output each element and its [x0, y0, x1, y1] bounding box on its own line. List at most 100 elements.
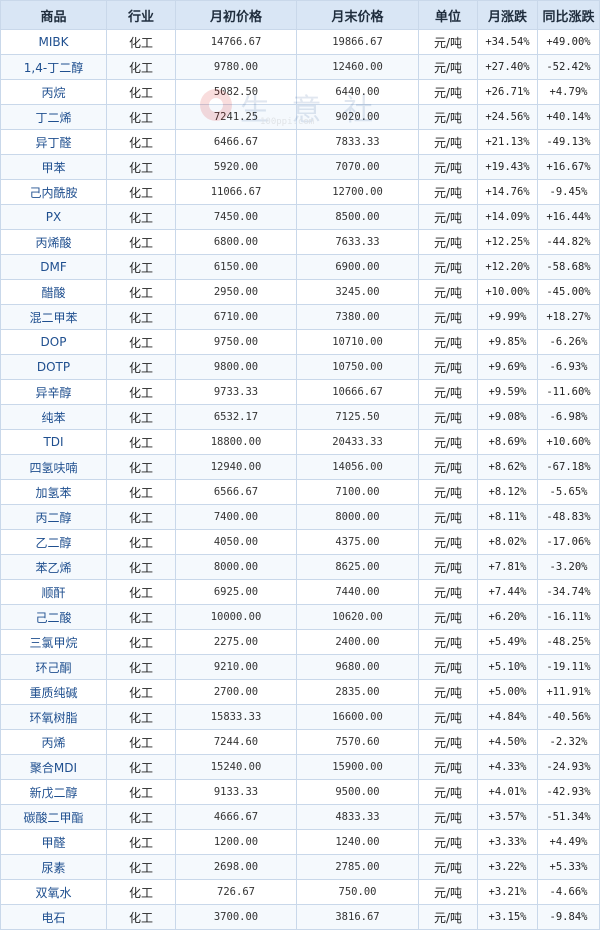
table-row: 顺酐 化工 6925.00 7440.00 元/吨 +7.44% -34.74%: [0, 579, 600, 605]
cell-product[interactable]: 重质纯碱: [0, 679, 107, 705]
header-monthly-change[interactable]: 月涨跌: [477, 0, 538, 30]
cell-product[interactable]: 乙二醇: [0, 529, 107, 555]
cell-industry: 化工: [106, 254, 176, 280]
cell-product[interactable]: 纯苯: [0, 404, 107, 430]
table-row: 丙烯 化工 7244.60 7570.60 元/吨 +4.50% -2.32%: [0, 729, 600, 755]
cell-product[interactable]: 聚合MDI: [0, 754, 107, 780]
cell-yoy-change: +4.49%: [537, 829, 600, 855]
cell-unit: 元/吨: [418, 429, 478, 455]
cell-product[interactable]: 丙烯: [0, 729, 107, 755]
header-unit[interactable]: 单位: [418, 0, 478, 30]
cell-industry: 化工: [106, 704, 176, 730]
cell-start-price: 1200.00: [175, 829, 297, 855]
cell-end-price: 7100.00: [296, 479, 419, 505]
cell-product[interactable]: 甲苯: [0, 154, 107, 180]
cell-yoy-change: -42.93%: [537, 779, 600, 805]
cell-product[interactable]: 环己酮: [0, 654, 107, 680]
cell-product[interactable]: 甲醛: [0, 829, 107, 855]
cell-product[interactable]: 1,4-丁二醇: [0, 54, 107, 80]
cell-product[interactable]: 己二酸: [0, 604, 107, 630]
cell-end-price: 10620.00: [296, 604, 419, 630]
cell-unit: 元/吨: [418, 179, 478, 205]
cell-product[interactable]: 醋酸: [0, 279, 107, 305]
cell-unit: 元/吨: [418, 754, 478, 780]
cell-end-price: 8500.00: [296, 204, 419, 230]
table-row: 混二甲苯 化工 6710.00 7380.00 元/吨 +9.99% +18.27%: [0, 304, 600, 330]
cell-end-price: 9500.00: [296, 779, 419, 805]
cell-product[interactable]: TDI: [0, 429, 107, 455]
cell-yoy-change: -6.93%: [537, 354, 600, 380]
cell-product[interactable]: PX: [0, 204, 107, 230]
cell-monthly-change: +3.22%: [477, 854, 538, 880]
cell-product[interactable]: 异辛醇: [0, 379, 107, 405]
cell-product[interactable]: 新戊二醇: [0, 779, 107, 805]
header-start-price[interactable]: 月初价格: [175, 0, 297, 30]
cell-product[interactable]: 加氢苯: [0, 479, 107, 505]
cell-product[interactable]: 丙烯酸: [0, 229, 107, 255]
cell-unit: 元/吨: [418, 154, 478, 180]
cell-industry: 化工: [106, 629, 176, 655]
cell-end-price: 7380.00: [296, 304, 419, 330]
cell-monthly-change: +9.69%: [477, 354, 538, 380]
table-row: 丁二烯 化工 7241.25 9020.00 元/吨 +24.56% +40.14%: [0, 104, 600, 130]
cell-industry: 化工: [106, 229, 176, 255]
cell-product[interactable]: 混二甲苯: [0, 304, 107, 330]
cell-product[interactable]: DOP: [0, 329, 107, 355]
header-yoy-change[interactable]: 同比涨跌: [537, 0, 600, 30]
header-end-price[interactable]: 月末价格: [296, 0, 419, 30]
cell-end-price: 16600.00: [296, 704, 419, 730]
header-product[interactable]: 商品: [0, 0, 107, 30]
cell-unit: 元/吨: [418, 554, 478, 580]
cell-monthly-change: +6.20%: [477, 604, 538, 630]
cell-unit: 元/吨: [418, 279, 478, 305]
cell-product[interactable]: MIBK: [0, 29, 107, 55]
cell-industry: 化工: [106, 579, 176, 605]
cell-start-price: 12940.00: [175, 454, 297, 480]
cell-yoy-change: -11.60%: [537, 379, 600, 405]
cell-yoy-change: -3.20%: [537, 554, 600, 580]
cell-end-price: 8000.00: [296, 504, 419, 530]
cell-product[interactable]: DMF: [0, 254, 107, 280]
cell-product[interactable]: 三氯甲烷: [0, 629, 107, 655]
cell-product[interactable]: DOTP: [0, 354, 107, 380]
cell-yoy-change: -48.83%: [537, 504, 600, 530]
cell-start-price: 9210.00: [175, 654, 297, 680]
cell-unit: 元/吨: [418, 454, 478, 480]
cell-product[interactable]: 己内酰胺: [0, 179, 107, 205]
cell-industry: 化工: [106, 179, 176, 205]
cell-start-price: 6466.67: [175, 129, 297, 155]
cell-product[interactable]: 异丁醛: [0, 129, 107, 155]
cell-product[interactable]: 顺酐: [0, 579, 107, 605]
cell-start-price: 9750.00: [175, 329, 297, 355]
cell-product[interactable]: 碳酸二甲酯: [0, 804, 107, 830]
table-row: 乙二醇 化工 4050.00 4375.00 元/吨 +8.02% -17.06%: [0, 529, 600, 555]
header-row: 商品 行业 月初价格 月末价格 单位 月涨跌 同比涨跌: [0, 0, 600, 30]
cell-product[interactable]: 丁二烯: [0, 104, 107, 130]
cell-product[interactable]: 苯乙烯: [0, 554, 107, 580]
cell-industry: 化工: [106, 454, 176, 480]
cell-yoy-change: -48.25%: [537, 629, 600, 655]
cell-start-price: 7450.00: [175, 204, 297, 230]
cell-unit: 元/吨: [418, 504, 478, 530]
table-row: 醋酸 化工 2950.00 3245.00 元/吨 +10.00% -45.00%: [0, 279, 600, 305]
cell-product[interactable]: 尿素: [0, 854, 107, 880]
cell-end-price: 2835.00: [296, 679, 419, 705]
cell-unit: 元/吨: [418, 604, 478, 630]
cell-industry: 化工: [106, 354, 176, 380]
cell-monthly-change: +24.56%: [477, 104, 538, 130]
cell-product[interactable]: 环氧树脂: [0, 704, 107, 730]
cell-industry: 化工: [106, 404, 176, 430]
cell-yoy-change: -6.98%: [537, 404, 600, 430]
cell-product[interactable]: 四氢呋喃: [0, 454, 107, 480]
cell-product[interactable]: 丙二醇: [0, 504, 107, 530]
cell-end-price: 2400.00: [296, 629, 419, 655]
cell-yoy-change: -34.74%: [537, 579, 600, 605]
cell-product[interactable]: 丙烷: [0, 79, 107, 105]
cell-start-price: 5082.50: [175, 79, 297, 105]
cell-end-price: 4833.33: [296, 804, 419, 830]
cell-unit: 元/吨: [418, 54, 478, 80]
table-row: MIBK 化工 14766.67 19866.67 元/吨 +34.54% +49.00%: [0, 29, 600, 55]
cell-product[interactable]: 双氧水: [0, 879, 107, 905]
cell-end-price: 750.00: [296, 879, 419, 905]
header-industry[interactable]: 行业: [106, 0, 176, 30]
